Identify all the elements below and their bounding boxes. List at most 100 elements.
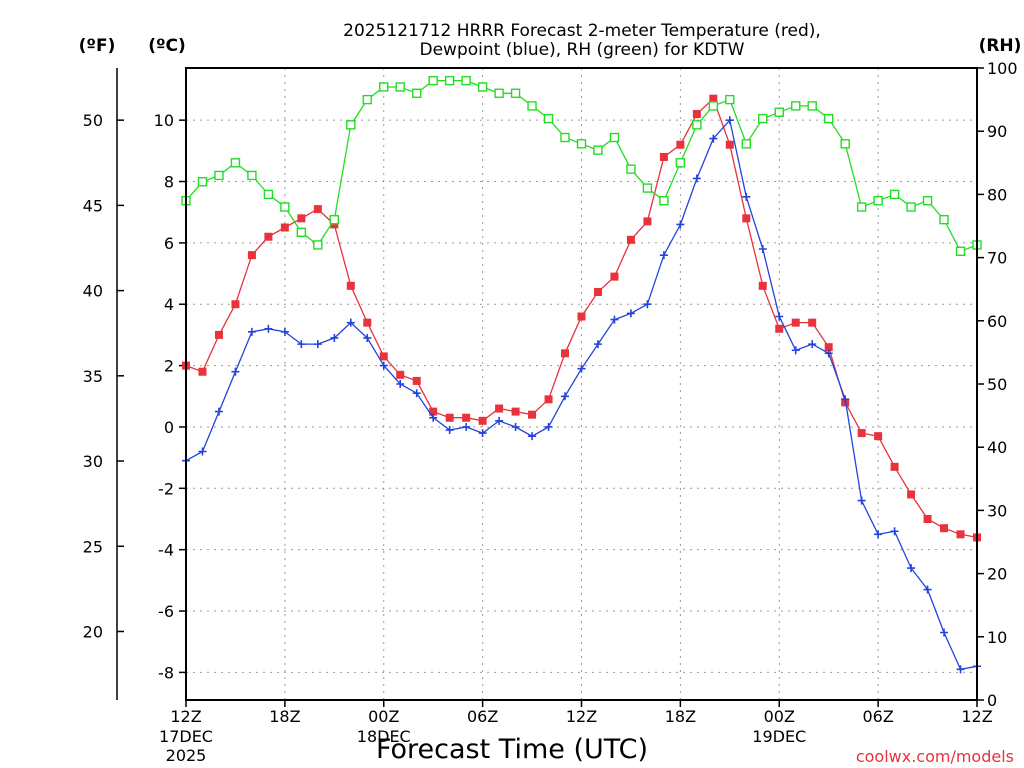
temperature-point bbox=[231, 300, 240, 309]
dewpoint-point bbox=[429, 413, 438, 422]
temperature-point bbox=[280, 223, 289, 232]
rh-point bbox=[280, 202, 290, 212]
rh-tick-label: 40 bbox=[987, 438, 1007, 457]
rh-point bbox=[939, 214, 949, 225]
temperature-point bbox=[478, 416, 487, 425]
rh-tick-label: 100 bbox=[987, 59, 1018, 78]
rh-point bbox=[626, 164, 636, 174]
temperature-point bbox=[857, 429, 866, 438]
rh-point bbox=[296, 227, 307, 238]
temperature-point bbox=[511, 407, 520, 416]
temperature-point bbox=[577, 312, 586, 321]
rh-point bbox=[494, 88, 504, 98]
rh-point bbox=[510, 88, 521, 98]
rh-point bbox=[906, 202, 916, 212]
dewpoint-point bbox=[412, 389, 421, 398]
rh-point bbox=[379, 82, 389, 92]
dewpoint-point bbox=[379, 361, 388, 370]
rh-point bbox=[214, 170, 224, 181]
temperature-point bbox=[725, 140, 734, 149]
dewpoint-point bbox=[841, 395, 850, 404]
fahrenheit-tick-label: 25 bbox=[83, 537, 103, 556]
rh-point bbox=[263, 189, 274, 200]
temperature-point bbox=[247, 251, 256, 260]
temperature-point bbox=[709, 94, 718, 103]
temperature-point bbox=[396, 370, 405, 379]
temperature-point bbox=[907, 490, 916, 499]
temperature-point bbox=[692, 110, 701, 119]
dewpoint-point bbox=[198, 447, 207, 456]
rh-series bbox=[181, 75, 982, 256]
temperature-point bbox=[874, 432, 883, 441]
rh-tick-label: 50 bbox=[987, 375, 1007, 394]
rh-point bbox=[412, 88, 422, 98]
temperature-point bbox=[676, 140, 685, 149]
temperature-point bbox=[429, 407, 438, 416]
temperature-point bbox=[775, 324, 784, 333]
x-tick-date-label: 18DEC bbox=[357, 727, 411, 746]
celsius-tick-label: -4 bbox=[158, 541, 174, 560]
temperature-point bbox=[626, 235, 635, 244]
temperature-point bbox=[808, 318, 817, 327]
series-layer bbox=[181, 75, 982, 674]
rh-point bbox=[560, 132, 570, 143]
dewpoint-point bbox=[791, 346, 800, 355]
dewpoint-point bbox=[709, 134, 718, 143]
rh-tick-label: 90 bbox=[987, 122, 1007, 141]
dewpoint-point bbox=[577, 364, 586, 373]
rh-point bbox=[346, 120, 356, 130]
temperature-point bbox=[214, 330, 223, 339]
celsius-unit-label: (ºC) bbox=[148, 36, 186, 56]
temperature-point bbox=[659, 152, 668, 161]
rh-point bbox=[922, 196, 933, 206]
dewpoint-point bbox=[247, 327, 256, 336]
dewpoint-point bbox=[643, 300, 652, 309]
dewpoint-point bbox=[824, 349, 833, 358]
dewpoint-point bbox=[956, 665, 965, 674]
dewpoint-point bbox=[214, 407, 223, 416]
temperature-point bbox=[462, 413, 471, 422]
dewpoint-point bbox=[742, 192, 751, 201]
temperature-point bbox=[956, 530, 965, 539]
rh-tick-label: 20 bbox=[987, 565, 1007, 584]
dewpoint-point bbox=[528, 432, 537, 441]
dewpoint-point bbox=[890, 527, 899, 536]
rh-point bbox=[477, 82, 488, 92]
x-tick-date-label: 19DEC bbox=[752, 727, 806, 746]
x-tick-date-label: 17DEC bbox=[159, 727, 213, 746]
celsius-tick-label: -8 bbox=[158, 663, 174, 682]
chart-title-line2: Dewpoint (blue), RH (green) for KDTW bbox=[419, 40, 744, 60]
rh-point bbox=[576, 139, 587, 149]
rh-point bbox=[659, 196, 669, 206]
rh-point bbox=[774, 107, 784, 117]
dewpoint-point bbox=[544, 422, 553, 431]
rh-tick-label: 70 bbox=[987, 249, 1007, 268]
temperature-point bbox=[610, 272, 619, 281]
temperature-point bbox=[544, 395, 553, 404]
temperature-point bbox=[346, 281, 355, 290]
rh-point bbox=[642, 183, 653, 193]
rh-point bbox=[527, 101, 537, 111]
dewpoint-point bbox=[495, 416, 504, 425]
dewpoint-point bbox=[940, 628, 949, 637]
rh-point bbox=[197, 177, 208, 187]
rh-point bbox=[230, 158, 241, 168]
temperature-point bbox=[824, 343, 833, 352]
fahrenheit-tick-label: 50 bbox=[83, 111, 103, 130]
dewpoint-point bbox=[593, 340, 602, 349]
temperature-point bbox=[264, 232, 273, 241]
temperature-point bbox=[445, 413, 454, 422]
x-tick-label: 06Z bbox=[862, 707, 893, 726]
dewpoint-point bbox=[659, 251, 668, 260]
fahrenheit-tick-label: 30 bbox=[83, 452, 103, 471]
fahrenheit-tick-label: 40 bbox=[83, 282, 103, 301]
source-credit: coolwx.com/models bbox=[856, 747, 1014, 766]
rh-point bbox=[362, 94, 372, 105]
celsius-tick-label: 0 bbox=[164, 418, 174, 437]
rh-point bbox=[609, 132, 620, 143]
rh-point bbox=[444, 75, 455, 86]
dewpoint-point bbox=[676, 220, 685, 229]
celsius-tick-label: 4 bbox=[164, 295, 174, 314]
rh-point bbox=[791, 101, 801, 111]
